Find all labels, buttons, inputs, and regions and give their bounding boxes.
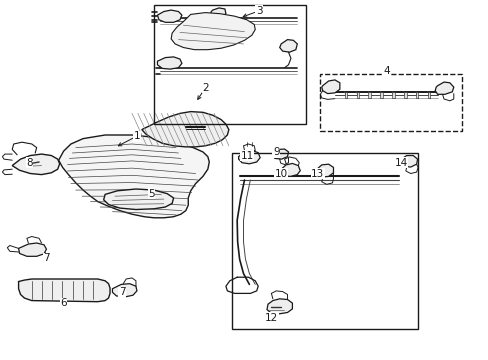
Polygon shape [157, 57, 182, 69]
Text: 7: 7 [119, 287, 125, 297]
Polygon shape [157, 10, 182, 22]
Text: 3: 3 [255, 6, 262, 16]
Polygon shape [59, 135, 209, 218]
Polygon shape [380, 92, 382, 98]
Polygon shape [356, 92, 358, 98]
Polygon shape [344, 92, 346, 98]
Text: 7: 7 [43, 253, 50, 264]
Bar [232, 153, 417, 329]
Text: 10: 10 [274, 168, 287, 179]
Polygon shape [238, 150, 260, 164]
Text: 12: 12 [264, 312, 278, 323]
Text: 2: 2 [202, 83, 208, 93]
Text: 8: 8 [26, 158, 33, 168]
Polygon shape [434, 82, 453, 94]
Polygon shape [171, 13, 255, 50]
Text: 5: 5 [148, 189, 155, 199]
Polygon shape [279, 40, 297, 52]
Polygon shape [391, 92, 394, 98]
Polygon shape [142, 112, 228, 147]
Text: 1: 1 [133, 131, 140, 141]
Polygon shape [19, 243, 46, 256]
Text: 4: 4 [382, 66, 389, 76]
Polygon shape [103, 189, 173, 210]
Text: 13: 13 [310, 168, 324, 179]
Polygon shape [316, 164, 333, 177]
Text: 6: 6 [60, 298, 67, 308]
Polygon shape [112, 284, 137, 297]
Polygon shape [415, 92, 418, 98]
Polygon shape [368, 92, 370, 98]
Polygon shape [266, 299, 292, 314]
Polygon shape [427, 92, 429, 98]
Polygon shape [12, 154, 60, 175]
Polygon shape [321, 80, 339, 94]
Polygon shape [280, 163, 300, 176]
Polygon shape [19, 279, 110, 302]
Bar [154, 5, 305, 124]
Polygon shape [272, 149, 288, 159]
Text: 11: 11 [240, 150, 253, 161]
Text: 9: 9 [272, 147, 279, 157]
Polygon shape [210, 8, 225, 18]
Polygon shape [399, 156, 417, 167]
Bar [320, 74, 461, 131]
Polygon shape [403, 92, 406, 98]
Text: 14: 14 [393, 158, 407, 168]
